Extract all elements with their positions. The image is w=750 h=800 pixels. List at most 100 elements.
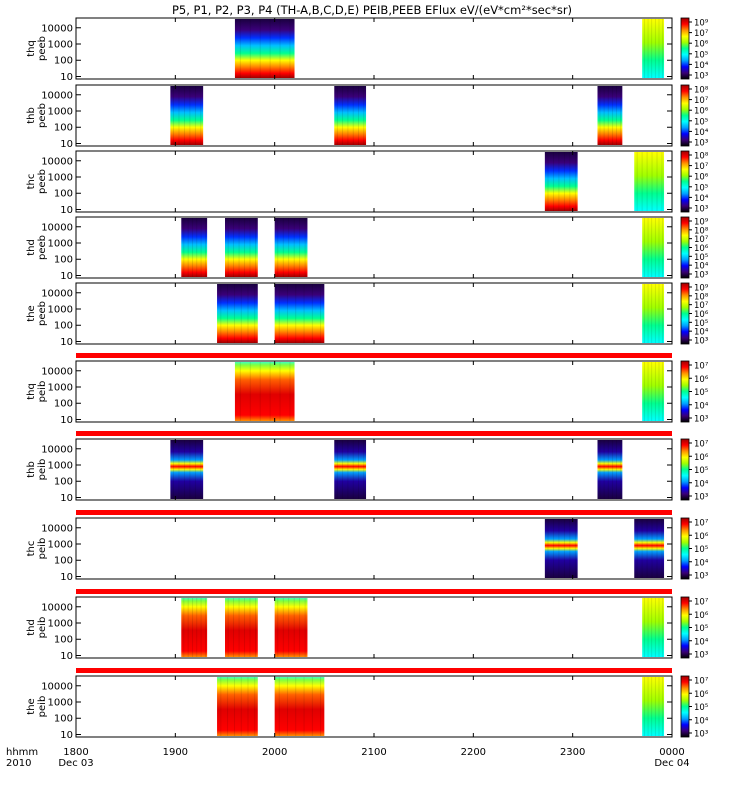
data-texture-line [178, 440, 180, 499]
data-interval [642, 362, 665, 421]
data-texture-line [259, 19, 261, 78]
data-texture-line [204, 598, 206, 657]
data-texture-line [279, 362, 281, 421]
data-texture-line [178, 86, 180, 145]
colorbar-tick-label: 10⁴ [694, 479, 709, 489]
colorbar-tick-label: 10⁴ [694, 262, 709, 272]
colorbar-tick-label: 10⁷ [694, 440, 709, 450]
data-texture-line [320, 284, 321, 343]
colorbar-tick-label: 10⁷ [694, 677, 709, 687]
data-texture-line [293, 218, 295, 277]
y-axis-label-product: peib [37, 696, 48, 718]
colorbar-tick-label: 10⁸ [694, 292, 709, 302]
y-tick-label: 1000 [48, 461, 73, 472]
data-interval [274, 677, 325, 736]
y-axis-label-product: peib [37, 381, 48, 403]
panel-frame [75, 517, 673, 580]
y-axis-label-probe: thc [26, 174, 37, 190]
data-texture-line [651, 598, 653, 657]
colorbar-tick-label: 10⁴ [694, 558, 709, 568]
data-texture-line [616, 86, 617, 145]
data-texture-line [342, 440, 344, 499]
colorbar-tick-label: 10⁴ [694, 61, 709, 71]
data-texture-line [636, 152, 638, 211]
panel-the-peib: 10 100 1000 10000 the peib 10⁷ 10⁶ 10⁵ 10⁴ 10³ [26, 668, 709, 741]
colorbar [680, 17, 690, 80]
data-texture-line [200, 86, 202, 145]
data-texture-line [278, 284, 280, 343]
data-texture-line [662, 218, 664, 277]
y-tick-label: 10 [60, 415, 73, 426]
colorbar-tick-label: 10⁹ [694, 19, 709, 29]
data-texture-line [249, 19, 251, 78]
y-tick-label: 100 [54, 255, 73, 266]
colorbar-tick-label: 10⁶ [694, 532, 709, 542]
data-interval [597, 86, 623, 145]
data-texture-line [662, 598, 664, 657]
data-texture-line [352, 440, 354, 499]
data-texture-line [658, 598, 660, 657]
y-tick-label: 1000 [48, 698, 73, 709]
data-texture-line [183, 598, 185, 657]
data-texture-line [656, 519, 658, 578]
data-interval [634, 519, 665, 578]
colorbar [680, 675, 690, 738]
data-texture-line [607, 86, 609, 145]
x-date-label: Dec 04 [654, 758, 689, 769]
data-texture-line [599, 440, 601, 499]
colorbar-tick-label: 10³ [694, 205, 708, 215]
data-texture-line [661, 519, 663, 578]
x-tick-label: 0000 [659, 747, 684, 758]
y-tick-label: 100 [54, 123, 73, 134]
panel-thd-peib: 10 100 1000 10000 thd peib 10⁷ 10⁶ 10⁵ 10⁴ 10³ [26, 589, 709, 662]
data-texture-line [574, 152, 576, 211]
data-texture-line [647, 19, 649, 78]
panel-frame [75, 17, 673, 80]
panel-thb-peib: 10 100 1000 10000 thb peib 10⁷ 10⁶ 10⁵ 10⁴ 10³ [26, 431, 709, 504]
data-texture-line [320, 677, 321, 736]
data-texture-line [569, 152, 571, 211]
data-interval [634, 152, 665, 211]
data-texture-line [299, 598, 301, 657]
x-axis-label-hhmm: hhmm [6, 747, 38, 758]
data-texture-line [249, 598, 251, 657]
data-texture-line [347, 440, 349, 499]
y-tick-label: 10 [60, 572, 73, 583]
data-texture-line [173, 86, 174, 145]
y-tick-label: 10 [60, 337, 73, 348]
data-texture-line [644, 677, 645, 736]
data-texture-line [239, 19, 241, 78]
panel-frame [75, 216, 673, 279]
y-tick-label: 1000 [48, 40, 73, 51]
y-tick-label: 10000 [41, 288, 73, 299]
colorbar [680, 438, 690, 501]
panel-frame [75, 150, 673, 213]
data-texture-line [196, 598, 198, 657]
data-interval [544, 152, 578, 211]
y-axis-label-probe: thq [26, 40, 37, 57]
data-texture-line [363, 86, 365, 145]
colorbar-tick-label: 10³ [694, 337, 708, 347]
figure-title: P5, P1, P2, P3, P4 (TH-A,B,C,D,E) PEIB,P… [172, 3, 572, 17]
colorbar-tick-label: 10⁶ [694, 690, 709, 700]
data-texture-line [644, 362, 645, 421]
data-texture-line [644, 284, 645, 343]
data-texture-line [227, 284, 229, 343]
data-texture-line [282, 218, 284, 277]
data-interval [642, 598, 665, 657]
colorbar-tick-label: 10⁹ [694, 218, 709, 228]
data-texture-line [651, 284, 653, 343]
y-tick-label: 1000 [48, 305, 73, 316]
data-texture-line [227, 677, 229, 736]
data-texture-line [184, 86, 185, 145]
y-axis-label-product: peeb [37, 169, 48, 194]
data-interval [334, 440, 367, 499]
data-texture-line [603, 440, 605, 499]
data-texture-line [553, 152, 554, 211]
data-texture-line [189, 86, 191, 145]
gap-band [76, 353, 672, 358]
y-tick-label: 10000 [41, 90, 73, 101]
colorbar-tick-label: 10⁸ [694, 226, 709, 236]
data-texture-line [563, 519, 565, 578]
